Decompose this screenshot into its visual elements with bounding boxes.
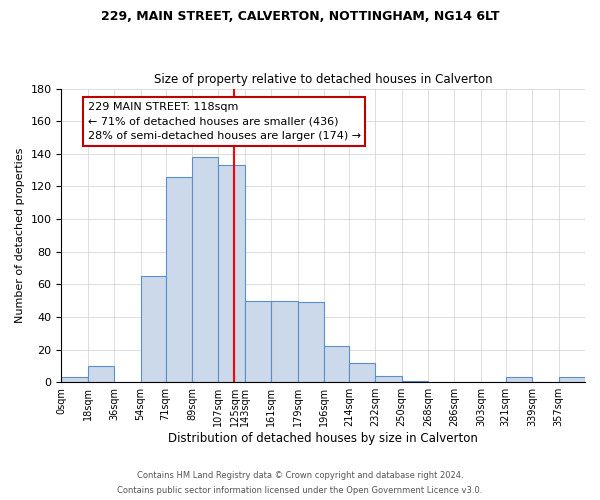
Bar: [166, 176, 192, 382]
Text: 229 MAIN STREET: 118sqm
← 71% of detached houses are smaller (436)
28% of semi-d: 229 MAIN STREET: 118sqm ← 71% of detache…: [88, 102, 361, 141]
Bar: [401, 380, 428, 382]
Bar: [235, 165, 245, 382]
Text: Contains HM Land Registry data © Crown copyright and database right 2024.: Contains HM Land Registry data © Crown c…: [137, 471, 463, 480]
Title: Size of property relative to detached houses in Calverton: Size of property relative to detached ho…: [154, 73, 493, 86]
Bar: [88, 366, 114, 382]
Bar: [559, 378, 585, 382]
Bar: [349, 362, 375, 382]
Text: 229, MAIN STREET, CALVERTON, NOTTINGHAM, NG14 6LT: 229, MAIN STREET, CALVERTON, NOTTINGHAM,…: [101, 10, 499, 23]
Bar: [324, 346, 349, 382]
Bar: [375, 376, 401, 382]
Y-axis label: Number of detached properties: Number of detached properties: [15, 148, 25, 323]
Text: Contains public sector information licensed under the Open Government Licence v3: Contains public sector information licen…: [118, 486, 482, 495]
X-axis label: Distribution of detached houses by size in Calverton: Distribution of detached houses by size …: [168, 432, 478, 445]
Bar: [140, 276, 166, 382]
Bar: [218, 165, 235, 382]
Bar: [506, 378, 532, 382]
Bar: [271, 300, 298, 382]
Bar: [61, 378, 88, 382]
Bar: [245, 300, 271, 382]
Bar: [192, 157, 218, 382]
Bar: [298, 302, 324, 382]
